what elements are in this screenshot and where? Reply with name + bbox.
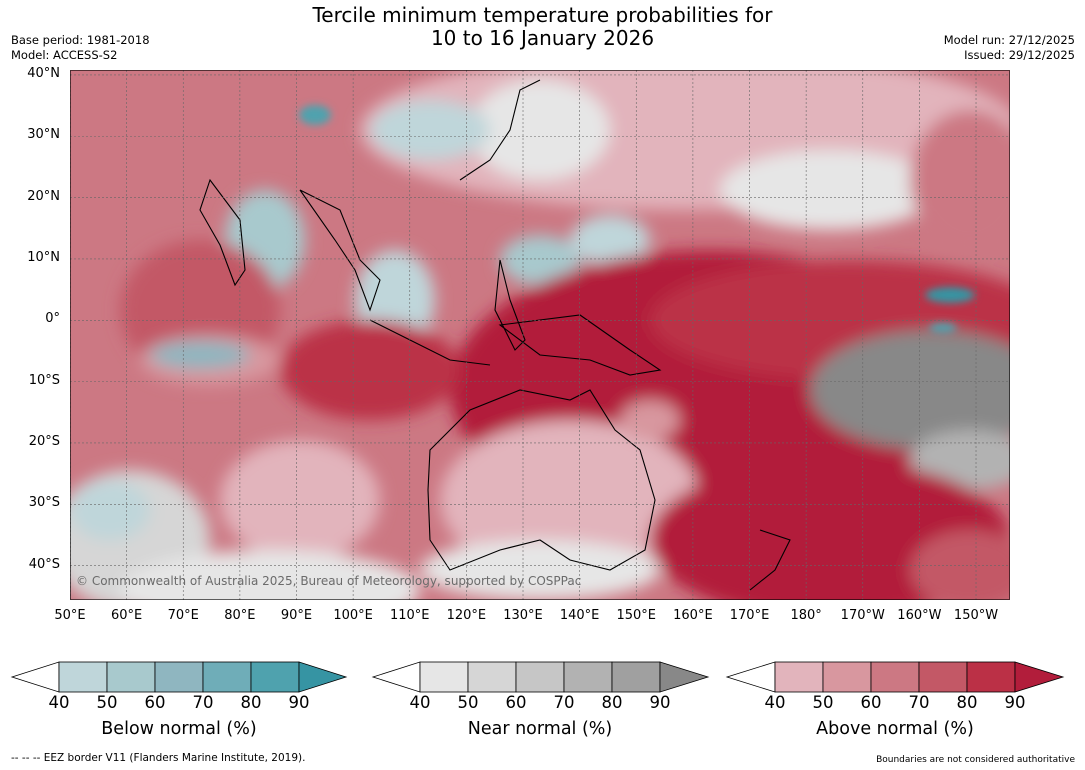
colorbar-tail: [725, 661, 776, 693]
lon-tick-label: 140°E: [559, 608, 600, 623]
colorbar-1: [371, 661, 710, 693]
colorbar-tick-label: 90: [288, 693, 310, 712]
colorbar-tick-label: 70: [192, 693, 214, 712]
new-zealand-coast: [749, 529, 791, 591]
colorbar-segment: [966, 661, 1016, 693]
colorbar-tick-label: 90: [1004, 693, 1026, 712]
colorbar-tick-label: 80: [240, 693, 262, 712]
colorbar-2: [725, 661, 1065, 693]
colorbar-tick-label: 80: [956, 693, 978, 712]
lat-tick-label: 0°: [45, 311, 60, 327]
coastlines: [199, 79, 791, 591]
china-coast: [459, 79, 541, 181]
colorbar-tick-label: 80: [601, 693, 623, 712]
lon-tick-label: 50°E: [54, 608, 86, 623]
lon-tick-label: 130°E: [503, 608, 543, 623]
map-title: Tercile minimum temperature probabilitie…: [0, 4, 1085, 50]
philippines-coast: [494, 259, 526, 351]
colorbar-head: [659, 661, 710, 693]
colorbar-tick-label: 90: [649, 693, 671, 712]
colorbar-segment: [419, 661, 469, 693]
colorbar-segment: [250, 661, 300, 693]
colorbar-segment: [106, 661, 156, 693]
colorbar-head: [298, 661, 348, 693]
lon-tick-label: 150°E: [616, 608, 657, 623]
lat-tick-label: 20°N: [27, 188, 60, 204]
colorbar-tick-label: 70: [553, 693, 575, 712]
model-name: Model: ACCESS-S2: [11, 48, 118, 62]
lon-tick-label: 70°E: [167, 608, 199, 623]
colorbar-segment: [515, 661, 565, 693]
colorbar-segment: [154, 661, 204, 693]
lon-tick-label: 160°E: [673, 608, 713, 623]
colorbar-tick-label: 40: [764, 693, 786, 712]
lon-tick-label: 160°W: [897, 608, 942, 623]
colorbar-tick-label: 60: [505, 693, 527, 712]
map-canvas: [70, 70, 1010, 600]
colorbar-title: Below normal (%): [101, 719, 257, 739]
colorbar-0: [10, 661, 348, 693]
colorbar-tick-label: 70: [908, 693, 930, 712]
issued-date: Issued: 29/12/2025: [964, 48, 1075, 62]
lon-tick-label: 60°E: [110, 608, 143, 623]
australia-coast: [427, 389, 656, 571]
colorbar-title: Above normal (%): [816, 719, 974, 739]
gridlines: [70, 70, 1010, 600]
colorbar-segment: [870, 661, 920, 693]
lat-tick-label: 40°N: [27, 65, 60, 81]
title-line-2: 10 to 16 January 2026: [430, 26, 655, 50]
lon-tick-label: 90°E: [280, 608, 313, 623]
meta-right: Model run: 27/12/2025 Issued: 29/12/2025: [944, 33, 1075, 63]
lon-tick-label: 180°: [790, 608, 822, 623]
sumatra-java-coast: [369, 319, 491, 366]
colorbar-segment: [918, 661, 968, 693]
colorbar-tick-label: 40: [48, 693, 70, 712]
title-line-1: Tercile minimum temperature probabilitie…: [312, 3, 773, 27]
lon-tick-label: 120°E: [446, 608, 487, 623]
lat-tick-label: 10°N: [27, 249, 60, 265]
colorbar-tail: [10, 661, 60, 693]
lon-tick-label: 170°W: [840, 608, 885, 623]
boundary-disclaimer: Boundaries are not considered authoritat…: [876, 755, 1075, 765]
colorbar-segment: [563, 661, 613, 693]
probability-map: [70, 70, 1010, 600]
lat-tick-label: 30°S: [28, 495, 60, 511]
colorbar-tick-label: 60: [860, 693, 882, 712]
indochina-coast: [299, 189, 381, 312]
lat-tick-label: 20°S: [28, 433, 60, 449]
colorbar-segment: [202, 661, 252, 693]
colorbar-tick-label: 50: [812, 693, 834, 712]
lon-tick-label: 170°E: [729, 608, 770, 623]
probability-field: [70, 70, 1010, 600]
lon-tick-label: 110°E: [389, 608, 430, 623]
blue-patches: [299, 105, 975, 333]
lon-tick-label: 100°E: [333, 608, 373, 623]
colorbar-tick-label: 50: [96, 693, 118, 712]
lon-tick-label: 80°E: [224, 608, 256, 623]
colorbar-title: Near normal (%): [467, 719, 613, 739]
eez-note: -- -- -- EEZ border V11 (Flanders Marine…: [11, 752, 306, 764]
lat-tick-label: 30°N: [27, 127, 60, 143]
map-frame: [70, 70, 1010, 600]
colorbar-head: [1014, 661, 1065, 693]
colorbar-segment: [58, 661, 108, 693]
colorbar-segment: [822, 661, 872, 693]
lon-tick-label: 150°W: [953, 608, 999, 623]
colorbar-segment: [611, 661, 661, 693]
colorbar-tail: [371, 661, 421, 693]
new-guinea-coast: [498, 314, 662, 376]
lat-tick-label: 40°S: [28, 556, 60, 572]
colorbar-tick-label: 40: [409, 693, 431, 712]
base-period: Base period: 1981-2018: [11, 33, 150, 47]
colorbar-legends: [10, 661, 1065, 693]
meta-left: Base period: 1981-2018 Model: ACCESS-S2: [11, 33, 150, 63]
colorbar-tick-label: 50: [457, 693, 479, 712]
colorbar-tick-label: 60: [144, 693, 166, 712]
colorbar-segment: [774, 661, 824, 693]
lat-tick-label: 10°S: [28, 372, 60, 388]
colorbar-segment: [467, 661, 517, 693]
model-run: Model run: 27/12/2025: [943, 33, 1075, 47]
copyright-text: © Commonwealth of Australia 2025, Bureau…: [76, 574, 582, 588]
